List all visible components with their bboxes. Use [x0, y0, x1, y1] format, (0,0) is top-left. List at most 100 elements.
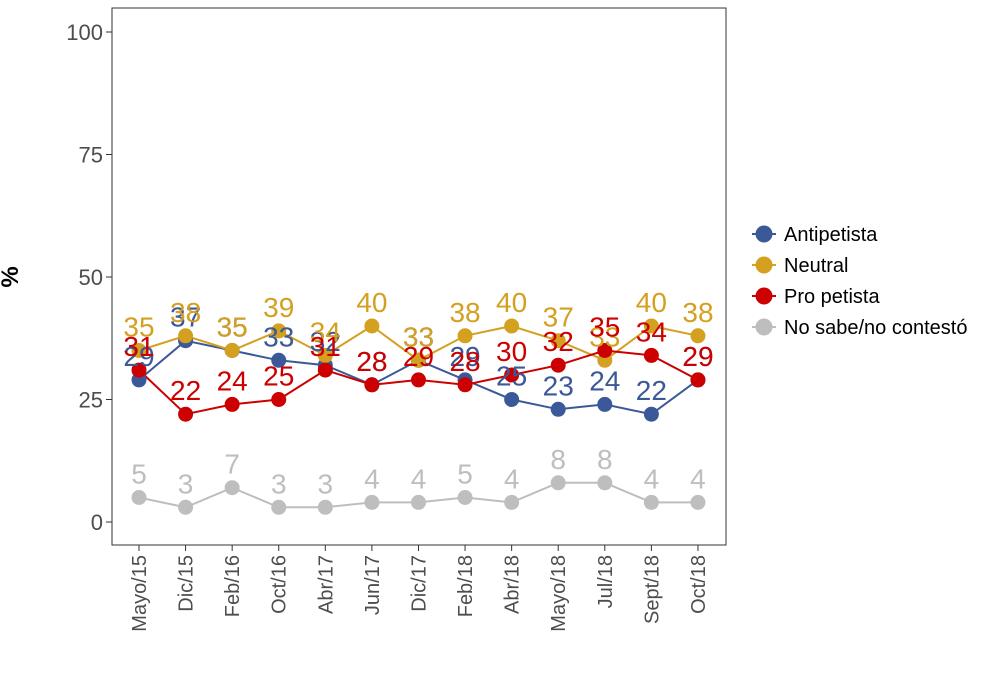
x-tick-label: Abr/17	[315, 555, 337, 614]
data-point	[504, 494, 520, 510]
data-label: 4	[411, 463, 427, 494]
x-tick-label: Feb/16	[222, 555, 244, 617]
data-label: 35	[123, 312, 154, 343]
data-point	[317, 362, 333, 378]
data-label: 5	[131, 459, 147, 490]
data-point	[131, 343, 147, 358]
data-label: 33	[263, 321, 294, 352]
data-label: 22	[170, 375, 201, 406]
x-tick-label: Feb/18	[455, 555, 477, 617]
data-point	[643, 347, 659, 363]
data-label: 35	[589, 312, 620, 343]
data-label: 24	[589, 365, 620, 396]
data-label: 4	[644, 463, 660, 494]
data-label: 40	[356, 287, 387, 318]
data-point	[643, 318, 659, 334]
y-tick-label: 75	[79, 143, 103, 168]
data-point	[504, 318, 520, 334]
data-label: 4	[504, 463, 520, 494]
legend-label: Antipetista	[784, 224, 878, 246]
data-label: 28	[449, 346, 480, 377]
data-label: 30	[496, 336, 527, 367]
data-point	[178, 406, 194, 422]
data-label: 34	[636, 316, 667, 347]
data-point	[457, 490, 473, 505]
data-label: 37	[170, 302, 201, 333]
y-tick-label: 25	[79, 388, 103, 413]
data-label: 29	[682, 341, 713, 372]
data-point	[271, 323, 287, 339]
data-label: 28	[356, 346, 387, 377]
data-label: 29	[682, 341, 713, 372]
data-label: 3	[318, 468, 334, 499]
y-axis-title: %	[0, 266, 24, 287]
data-point	[178, 499, 194, 515]
data-label: 8	[597, 444, 613, 475]
data-point	[224, 396, 240, 412]
data-point	[364, 494, 380, 510]
data-point	[224, 343, 240, 358]
data-label: 29	[449, 341, 480, 372]
data-label: 25	[496, 361, 527, 392]
data-point	[550, 357, 566, 373]
data-point	[364, 377, 380, 393]
legend-key-point	[755, 318, 773, 336]
data-point	[690, 328, 706, 344]
data-point	[131, 490, 147, 505]
x-tick-label: Mayo/15	[129, 555, 151, 632]
data-point	[131, 362, 147, 378]
data-point	[550, 475, 566, 491]
data-point	[690, 372, 706, 388]
data-label: 38	[170, 297, 201, 328]
x-tick-label: Dic/15	[176, 555, 198, 612]
data-point	[597, 396, 613, 412]
legend-key-point	[755, 225, 773, 243]
x-tick-label: Oct/18	[688, 555, 710, 614]
data-point	[597, 343, 613, 358]
data-point	[504, 392, 520, 407]
data-point	[271, 392, 287, 407]
y-tick-label: 50	[79, 265, 103, 290]
data-point	[410, 494, 426, 510]
data-point	[224, 480, 240, 496]
data-point	[504, 367, 520, 383]
data-label: 29	[123, 341, 154, 372]
data-point	[690, 494, 706, 510]
data-label: 29	[403, 341, 434, 372]
data-label: 33	[403, 321, 434, 352]
data-label: 24	[217, 365, 248, 396]
x-tick-label: Sept/18	[641, 555, 663, 624]
data-label: 34	[310, 316, 341, 347]
data-label: 37	[543, 302, 574, 333]
data-label: 38	[449, 297, 480, 328]
data-label: 39	[263, 292, 294, 323]
data-point	[550, 401, 566, 417]
data-point	[457, 377, 473, 393]
x-tick-label: Dic/17	[408, 555, 430, 612]
data-label: 31	[123, 331, 154, 362]
data-label: 7	[224, 449, 240, 480]
y-tick-label: 0	[91, 510, 103, 535]
data-label: 4	[690, 463, 706, 494]
data-label: 22	[636, 375, 667, 406]
data-point	[317, 499, 333, 515]
plot-panel	[111, 7, 727, 546]
legend-label: Pro petista	[784, 286, 880, 308]
legend: Antipetista Neutral Pro petista No sabe/no …	[752, 224, 967, 339]
data-point	[271, 499, 287, 515]
data-label: 38	[682, 297, 713, 328]
x-tick-label: Jun/17	[362, 555, 384, 615]
data-label: 32	[543, 326, 574, 357]
data-point	[410, 372, 426, 388]
x-tick-label: Oct/16	[269, 555, 291, 614]
data-label: 5	[457, 459, 473, 490]
data-point	[550, 333, 566, 349]
data-label: 3	[178, 468, 194, 499]
data-label: 33	[589, 321, 620, 352]
y-tick-label: 100	[66, 20, 103, 45]
data-point	[271, 352, 287, 368]
data-point	[643, 494, 659, 510]
data-label: 28	[356, 346, 387, 377]
data-point	[364, 318, 380, 334]
